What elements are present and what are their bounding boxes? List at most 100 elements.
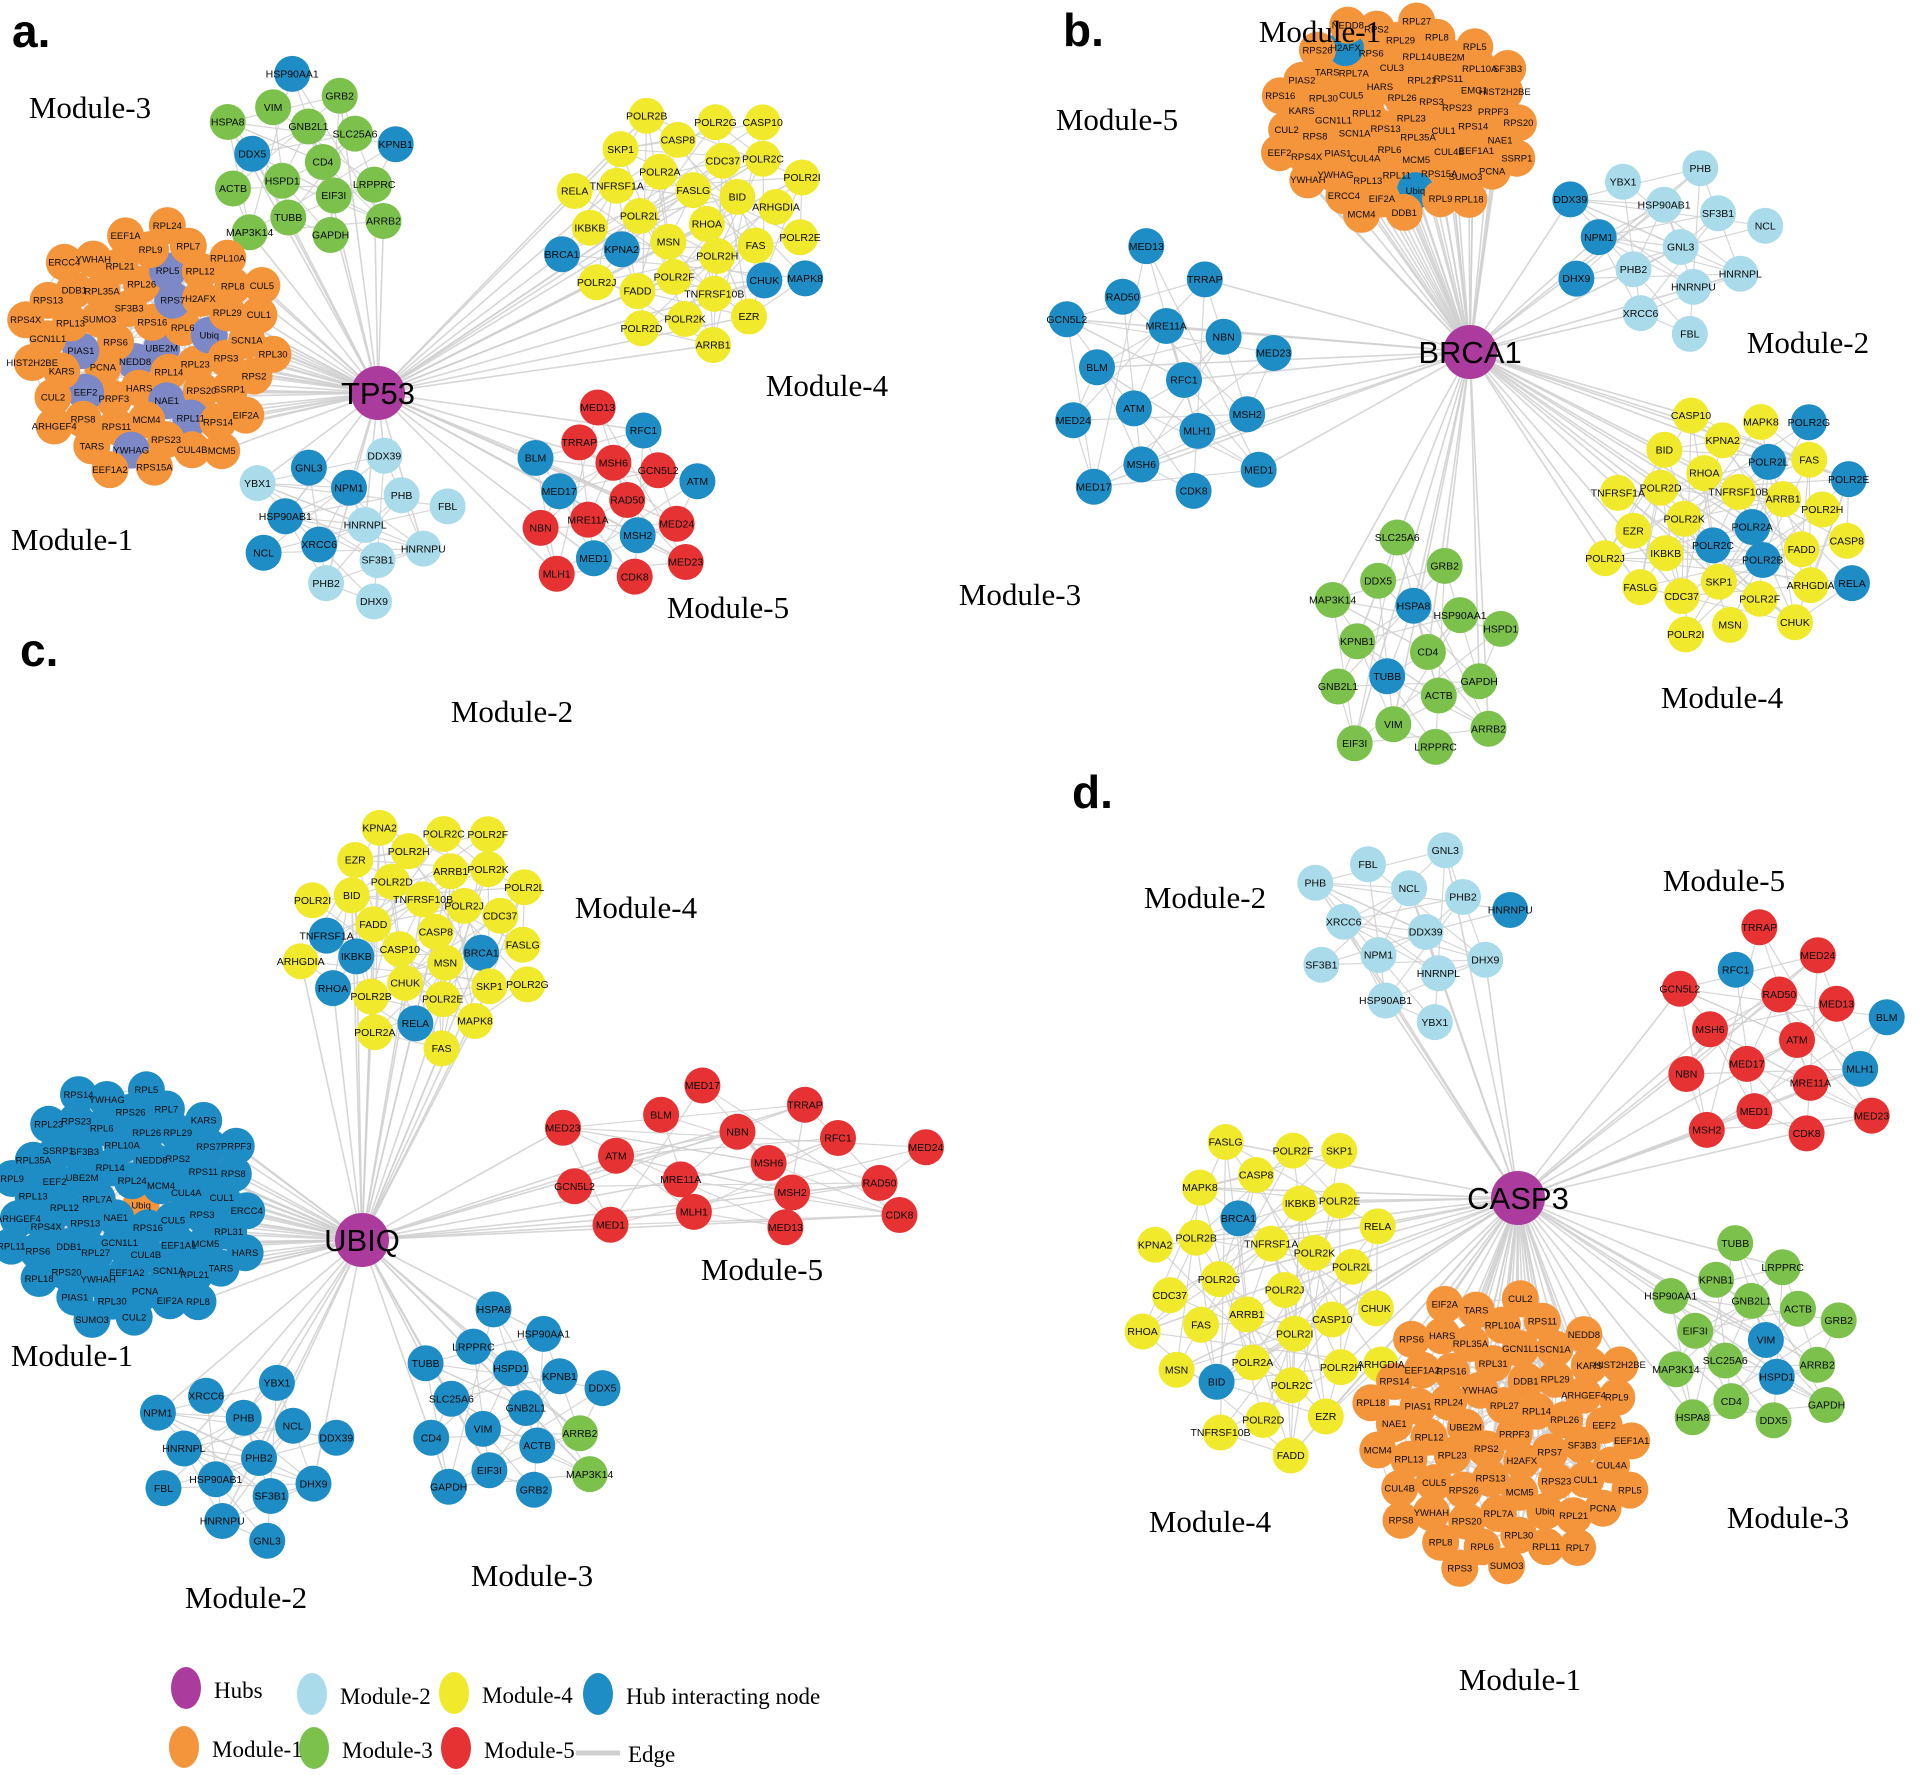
node-RPL9[interactable] — [1422, 180, 1459, 218]
node-HNRNPL[interactable] — [165, 1430, 202, 1467]
node-CD4[interactable] — [304, 144, 341, 180]
node-RAD50[interactable] — [1104, 278, 1141, 315]
node-RPS4X[interactable] — [7, 301, 45, 339]
node-MAP3K14[interactable] — [1314, 582, 1351, 618]
node-GCN5L2[interactable] — [640, 452, 677, 489]
node-H2AFX[interactable] — [1503, 1442, 1541, 1480]
node-MSN[interactable] — [1712, 606, 1748, 643]
node-POLR2B[interactable] — [1744, 542, 1781, 578]
node-POLR2A[interactable] — [356, 1014, 393, 1051]
node-CDC37[interactable] — [1663, 578, 1700, 615]
node-IKBKB[interactable] — [1282, 1185, 1319, 1222]
node-ARRB1[interactable] — [1228, 1296, 1265, 1333]
node-TRRAP[interactable] — [787, 1086, 823, 1123]
node-MAPK8[interactable] — [457, 1003, 493, 1039]
node-EZR[interactable] — [1615, 512, 1652, 549]
node-RPL5[interactable] — [1456, 28, 1494, 66]
node-ATM[interactable] — [1779, 1022, 1815, 1058]
node-POLR2H[interactable] — [1804, 491, 1841, 528]
node-ATM[interactable] — [679, 463, 716, 500]
node-POLR2K[interactable] — [1296, 1234, 1333, 1271]
node-KPNA2[interactable] — [361, 809, 398, 846]
node-MED24[interactable] — [1055, 402, 1092, 439]
node-PHB[interactable] — [225, 1399, 262, 1436]
node-SUMO3[interactable] — [73, 1300, 111, 1338]
node-VIM[interactable] — [1747, 1322, 1784, 1358]
node-EEF2[interactable] — [1585, 1406, 1623, 1444]
node-CUL5[interactable] — [243, 267, 281, 304]
node-NPM1[interactable] — [331, 469, 367, 506]
node-RHOA[interactable] — [1686, 455, 1723, 492]
node-GNB2L1[interactable] — [290, 108, 327, 145]
node-RPL8[interactable] — [179, 1283, 217, 1321]
node-RPS26[interactable] — [1445, 1471, 1483, 1509]
node-SF3B1[interactable] — [1303, 946, 1340, 983]
node-KPNB1[interactable] — [1698, 1261, 1735, 1298]
node-RPS14[interactable] — [60, 1076, 97, 1114]
node-MRE11A[interactable] — [1792, 1064, 1829, 1101]
node-GRB2[interactable] — [1820, 1302, 1857, 1339]
node-HSP90AA1[interactable] — [1442, 597, 1478, 634]
node-EEF1A2[interactable] — [91, 451, 129, 489]
node-TNFRSF1A[interactable] — [308, 917, 345, 954]
node-MSH2[interactable] — [619, 517, 656, 554]
node-XRCC6[interactable] — [1622, 295, 1659, 332]
node-NBN[interactable] — [1668, 1056, 1705, 1092]
node-SLC25A6[interactable] — [433, 1380, 470, 1417]
node-MED23[interactable] — [545, 1109, 581, 1146]
node-POLR2E[interactable] — [424, 981, 461, 1018]
node-RPL24[interactable] — [148, 207, 186, 245]
node-CASP8[interactable] — [417, 914, 454, 950]
node-HSP90AA1[interactable] — [1652, 1278, 1689, 1314]
node-IKBKB[interactable] — [1647, 535, 1684, 572]
node-BLM[interactable] — [517, 440, 554, 476]
node-POLR2C[interactable] — [745, 140, 781, 177]
node-GAPDH[interactable] — [312, 217, 349, 253]
node-CD4[interactable] — [413, 1419, 450, 1456]
node-HSPA8[interactable] — [209, 104, 246, 140]
node-MCM4[interactable] — [1359, 1431, 1397, 1469]
node-MLH1[interactable] — [1179, 412, 1216, 449]
node-MLH1[interactable] — [675, 1193, 712, 1230]
node-SF3B1[interactable] — [252, 1478, 289, 1514]
node-LRPPRC[interactable] — [356, 166, 393, 203]
node-POLR2J[interactable] — [1587, 540, 1624, 577]
node-ARRB2[interactable] — [561, 1415, 598, 1452]
node-TUBB[interactable] — [270, 199, 307, 236]
node-CHUK[interactable] — [387, 965, 424, 1001]
node-RPS23[interactable] — [1537, 1462, 1575, 1500]
node-POLR2C[interactable] — [1695, 527, 1731, 564]
node-MED13[interactable] — [767, 1209, 804, 1246]
node-POLR2H[interactable] — [390, 833, 427, 870]
node-POLR2F[interactable] — [1275, 1132, 1311, 1169]
node-EIF2A[interactable] — [151, 1282, 189, 1320]
node-MED1[interactable] — [592, 1206, 629, 1243]
node-YBX1[interactable] — [1605, 163, 1641, 200]
node-CUL2[interactable] — [1501, 1280, 1539, 1318]
node-CD4[interactable] — [1713, 1383, 1750, 1420]
node-NCL[interactable] — [245, 534, 282, 571]
node-BLM[interactable] — [643, 1096, 680, 1133]
node-TNFRSF1A[interactable] — [598, 167, 635, 204]
node-POLR2D[interactable] — [1642, 469, 1679, 506]
node-RPL8[interactable] — [214, 267, 252, 305]
node-CHUK[interactable] — [1357, 1290, 1394, 1327]
node-SF3B3[interactable] — [1489, 50, 1527, 87]
node-FASLG[interactable] — [1207, 1124, 1244, 1160]
node-KARS[interactable] — [185, 1101, 223, 1139]
node-RHOA[interactable] — [1124, 1313, 1161, 1350]
node-FADD[interactable] — [619, 273, 656, 310]
node-EEF1A1[interactable] — [1613, 1422, 1651, 1460]
node-KPNB1[interactable] — [1339, 623, 1376, 660]
node-POLR2L[interactable] — [506, 869, 543, 906]
node-SUMO3[interactable] — [80, 300, 118, 338]
node-POLR2C[interactable] — [1273, 1367, 1310, 1404]
node-NCL[interactable] — [275, 1407, 312, 1444]
node-NPM1[interactable] — [1360, 937, 1397, 973]
node-POLR2B[interactable] — [353, 978, 390, 1015]
node-HSP90AB1[interactable] — [1646, 186, 1683, 223]
node-MED17[interactable] — [541, 473, 578, 510]
node-RPL30[interactable] — [254, 335, 292, 373]
node-SCN1A[interactable] — [1536, 1330, 1574, 1368]
node-POLR2J[interactable] — [446, 887, 483, 924]
